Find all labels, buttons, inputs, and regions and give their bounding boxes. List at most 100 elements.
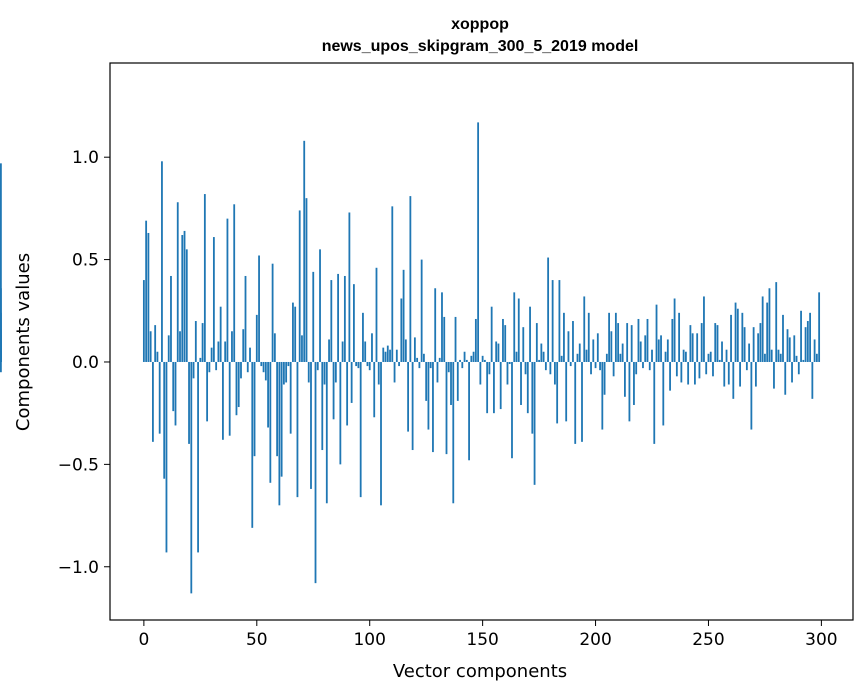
- y-tick-label: 0.0: [72, 353, 99, 373]
- bar: [350, 361, 353, 403]
- bar: [147, 232, 150, 362]
- bar: [664, 351, 667, 362]
- bar: [470, 355, 473, 362]
- bar: [228, 361, 231, 436]
- bar: [179, 331, 181, 362]
- bar: [371, 333, 373, 362]
- bar: [222, 361, 224, 440]
- bar: [660, 335, 662, 362]
- bar: [170, 275, 172, 362]
- bar: [465, 359, 468, 362]
- bar: [481, 355, 484, 362]
- bar: [346, 361, 349, 426]
- bar: [495, 341, 498, 362]
- bar: [341, 341, 344, 362]
- bar: [260, 361, 263, 367]
- bar: [551, 280, 554, 362]
- bar: [212, 237, 215, 362]
- bar: [380, 361, 382, 506]
- bar: [208, 361, 211, 373]
- bar: [343, 275, 346, 362]
- bar: [569, 361, 572, 367]
- bar: [608, 312, 611, 362]
- bar: [614, 312, 617, 362]
- bar: [524, 361, 527, 375]
- bar: [815, 353, 818, 362]
- bar: [226, 218, 229, 362]
- x-tick-label: 200: [579, 630, 611, 650]
- bar: [802, 359, 805, 362]
- bar: [784, 361, 787, 395]
- bar: [517, 298, 520, 362]
- bar: [750, 361, 753, 430]
- bar: [599, 361, 601, 371]
- bar: [734, 302, 737, 362]
- bar: [194, 321, 197, 362]
- bar: [556, 361, 559, 424]
- bar: [362, 312, 364, 362]
- y-tick-label: 0.5: [72, 251, 99, 271]
- bar: [682, 349, 685, 362]
- bar: [352, 284, 355, 362]
- bar: [574, 361, 577, 444]
- bar: [764, 353, 766, 362]
- bar: [404, 339, 407, 362]
- bar: [280, 361, 283, 477]
- bar: [669, 361, 671, 391]
- bar: [797, 361, 800, 375]
- bar: [436, 361, 439, 383]
- bar: [244, 275, 247, 362]
- bar: [707, 353, 710, 362]
- bar: [188, 361, 190, 444]
- ticks-group: 0 50 100 150 200 250 300 −1.0 −0.5 0.0 0.5 1.0: [58, 148, 838, 650]
- bar: [206, 361, 209, 422]
- bar: [0, 351, 2, 362]
- bar: [788, 337, 791, 362]
- bar: [298, 210, 301, 362]
- bar: [468, 361, 470, 461]
- bar: [811, 361, 814, 399]
- bar: [479, 361, 482, 385]
- bar: [434, 288, 437, 362]
- bar: [671, 318, 674, 362]
- bar: [563, 312, 565, 362]
- bar: [251, 361, 254, 528]
- bar: [520, 361, 522, 405]
- bar: [461, 361, 464, 369]
- bar: [533, 361, 536, 485]
- bar: [154, 325, 157, 362]
- bar: [262, 361, 265, 373]
- bar: [732, 361, 735, 399]
- bar: [529, 306, 531, 362]
- bar: [258, 255, 260, 362]
- bar: [770, 349, 773, 362]
- bar: [210, 347, 213, 362]
- bar: [635, 361, 638, 375]
- bar: [684, 351, 687, 362]
- bar: [565, 361, 568, 422]
- bar: [630, 325, 633, 362]
- bar: [601, 361, 604, 430]
- bar: [224, 341, 227, 362]
- bars-group: [0, 122, 821, 594]
- bar: [443, 316, 446, 362]
- bar: [384, 351, 387, 362]
- bar: [158, 361, 161, 434]
- bar: [416, 357, 419, 362]
- bar: [567, 331, 570, 362]
- bar: [621, 343, 624, 362]
- bar: [741, 312, 744, 362]
- bar: [739, 361, 741, 387]
- bar: [375, 267, 378, 362]
- bar: [560, 355, 563, 362]
- bar: [285, 361, 288, 383]
- bar: [782, 314, 784, 362]
- bar: [712, 361, 714, 377]
- bar: [642, 361, 644, 369]
- bar: [267, 361, 269, 428]
- bar: [639, 341, 642, 362]
- bar: [463, 351, 466, 362]
- bar: [325, 361, 328, 504]
- bar: [264, 361, 267, 381]
- bar: [680, 361, 683, 383]
